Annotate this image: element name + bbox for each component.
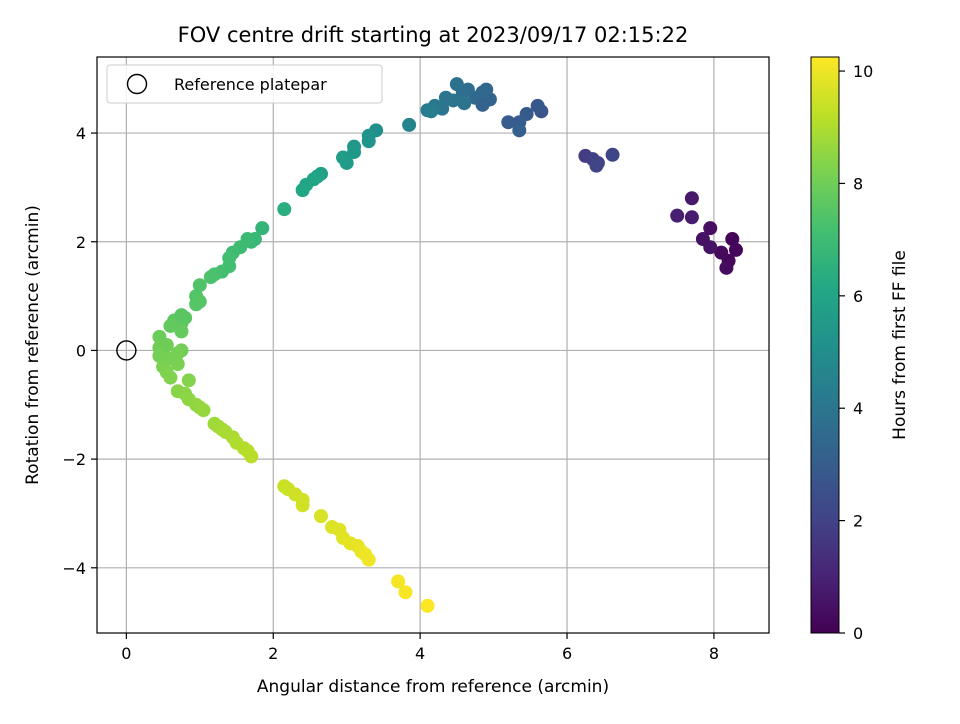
scatter-point <box>420 598 435 613</box>
colorbar-ticks: 0 2 4 6 8 10 <box>839 62 873 643</box>
x-tick-label: 8 <box>709 644 719 663</box>
scatter-point <box>424 104 439 119</box>
scatter-point <box>714 245 729 260</box>
x-axis-ticks: 0 2 4 6 8 <box>121 633 719 663</box>
legend-marker-reference <box>126 73 148 95</box>
x-tick-label: 0 <box>121 644 131 663</box>
scatter-point <box>398 585 413 600</box>
scatter-point <box>391 574 406 589</box>
scatter-point <box>295 498 310 513</box>
colorbar-label: Hours from first FF file <box>890 250 910 440</box>
scatter-point <box>605 147 620 162</box>
scatter-point <box>438 90 453 105</box>
scatter-point <box>703 240 718 255</box>
scatter-point <box>159 338 174 352</box>
scatter-point <box>501 115 516 130</box>
legend: Reference platepar <box>106 64 383 104</box>
scatter-point <box>361 552 376 567</box>
scatter-point <box>174 324 189 339</box>
plot-frame <box>96 56 770 634</box>
scatter-point <box>725 232 740 247</box>
scatter-point <box>203 270 218 285</box>
scatter-point <box>684 191 699 206</box>
data-points <box>116 77 743 613</box>
scatter-point <box>244 449 259 464</box>
legend-box <box>106 64 383 104</box>
colorbar-tick-label: 6 <box>853 287 863 306</box>
legend-label-reference: Reference platepar <box>174 75 327 94</box>
y-tick-label: 2 <box>76 233 86 252</box>
scatter-point <box>314 509 328 524</box>
scatter-point <box>728 242 743 257</box>
colorbar: 0 2 4 6 8 10 Hours from first FF file <box>810 56 910 643</box>
scatter-point <box>163 370 178 385</box>
scatter-point <box>530 98 545 113</box>
reference-platepar-marker <box>116 340 137 361</box>
scatter-point <box>512 123 527 138</box>
scatter-point <box>719 260 734 275</box>
colorbar-tick-label: 2 <box>853 512 863 531</box>
scatter-point <box>703 221 718 236</box>
scatter-point <box>475 97 490 112</box>
scatter-point <box>152 348 167 363</box>
x-tick-label: 4 <box>415 644 425 663</box>
scatter-point <box>361 134 376 149</box>
scatter-point <box>163 318 178 333</box>
scatter-point <box>449 77 464 92</box>
scatter-point <box>277 202 292 217</box>
scatter-point <box>192 294 207 309</box>
scatter-point <box>336 150 351 165</box>
scatter-point <box>402 117 417 132</box>
scatter-point <box>347 145 362 160</box>
scatter-point <box>174 308 189 323</box>
colorbar-tick-label: 10 <box>853 62 873 81</box>
y-tick-label: 0 <box>76 341 86 360</box>
scatter-point <box>181 373 196 388</box>
colorbar-gradient <box>810 56 840 634</box>
scatter-point <box>589 158 604 173</box>
colorbar-tick-label: 8 <box>853 174 863 193</box>
y-tick-label: −2 <box>62 450 86 469</box>
y-axis-ticks: −4 −2 0 2 4 <box>62 124 97 578</box>
scatter-point <box>457 96 472 111</box>
grid <box>97 57 769 633</box>
scatter-point <box>167 351 182 366</box>
y-tick-label: −4 <box>62 559 86 578</box>
x-tick-label: 6 <box>562 644 572 663</box>
colorbar-tick-label: 0 <box>853 624 863 643</box>
scatter-point <box>295 183 310 198</box>
scatter-point <box>196 403 211 418</box>
scatter-point <box>684 210 699 225</box>
colorbar-tick-label: 4 <box>853 399 863 418</box>
scatter-point <box>255 221 270 236</box>
x-tick-label: 2 <box>268 644 278 663</box>
y-axis-label: Rotation from reference (arcmin) <box>23 205 43 485</box>
chart-title: FOV centre drift starting at 2023/09/17 … <box>178 23 689 47</box>
scatter-point <box>670 208 685 223</box>
y-tick-label: 4 <box>76 124 86 143</box>
x-axis-label: Angular distance from reference (arcmin) <box>257 677 609 697</box>
scatter-point <box>192 278 207 293</box>
